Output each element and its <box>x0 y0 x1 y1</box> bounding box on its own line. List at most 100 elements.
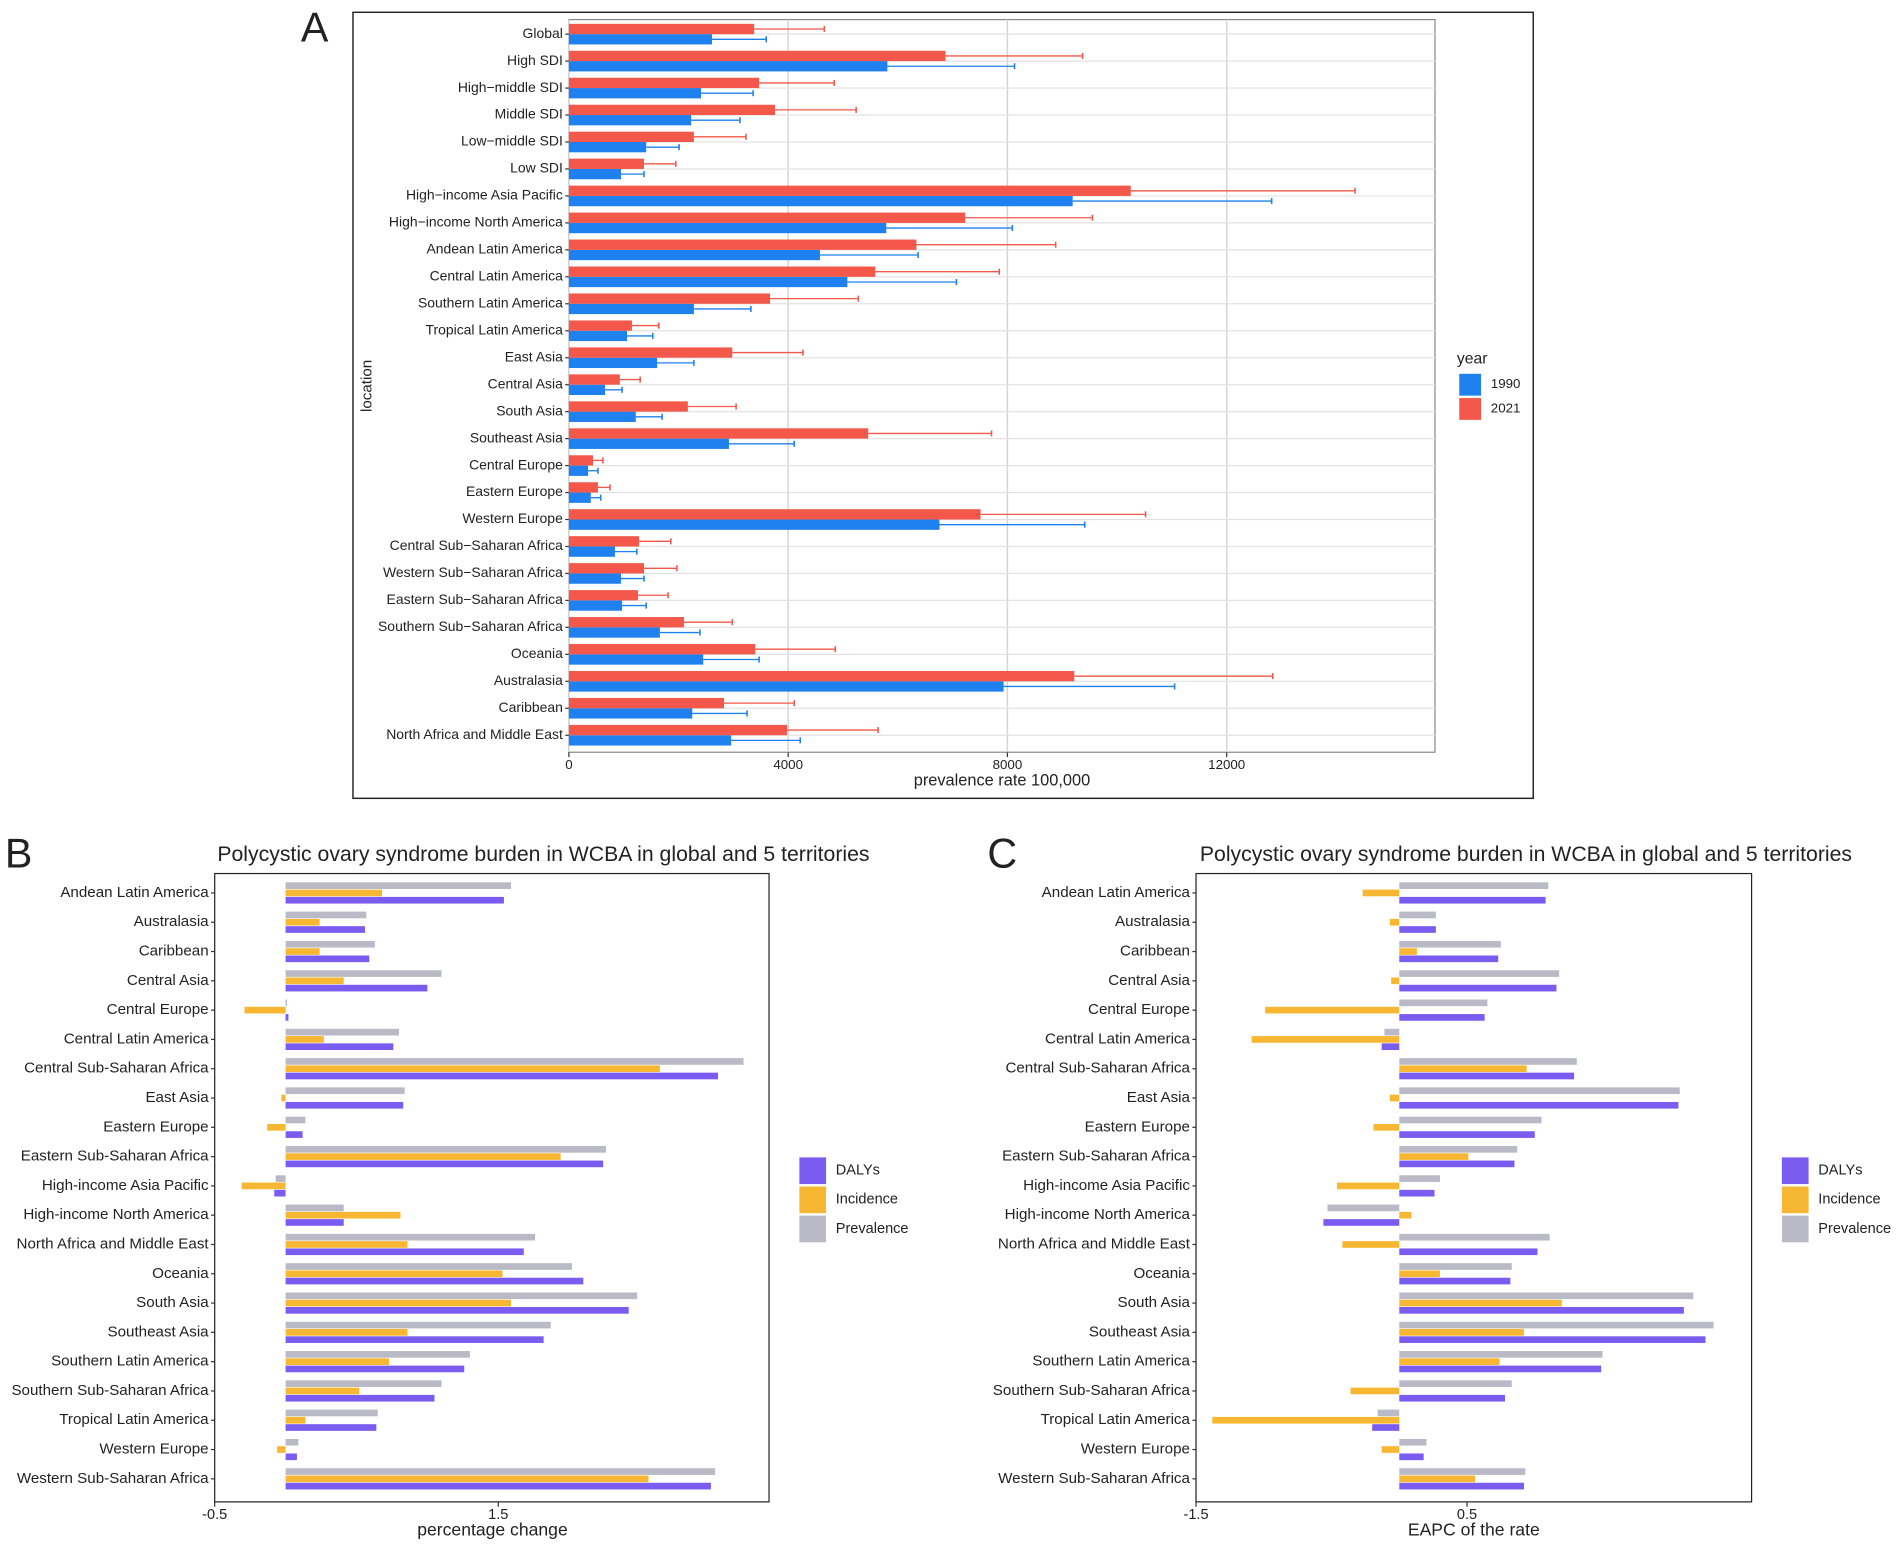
x-tick-label: -1.5 <box>1183 1507 1208 1523</box>
y-tick-label: Eastern Sub-Saharan Africa <box>1002 1148 1190 1165</box>
bar <box>1399 1365 1602 1373</box>
bar <box>568 735 732 746</box>
bar <box>285 911 367 919</box>
bar <box>285 1028 400 1036</box>
bar <box>1350 1387 1400 1395</box>
bar <box>568 600 623 611</box>
plot-area <box>214 872 770 1503</box>
bar <box>568 357 658 369</box>
y-tick-label: Tropical Latin America <box>59 1411 209 1428</box>
bar <box>285 1277 584 1285</box>
error-bar <box>684 619 734 626</box>
error-bar <box>590 494 602 501</box>
error-bar <box>687 403 737 410</box>
error-bar <box>620 171 645 178</box>
error-bar <box>703 656 760 663</box>
error-bar <box>643 565 678 572</box>
bar <box>1399 984 1557 992</box>
error-bar <box>693 305 752 312</box>
y-tick-label: Central Europe <box>107 1001 209 1018</box>
y-tick-label: Central Asia <box>1108 972 1190 989</box>
bar <box>568 482 598 493</box>
y-tick-label: Southern Latin America <box>418 294 563 310</box>
bar <box>568 168 621 180</box>
legend-swatch <box>1781 1157 1809 1185</box>
bar <box>285 1263 572 1270</box>
y-tick-label: High−middle SDI <box>458 79 563 95</box>
error-bar <box>939 521 1086 528</box>
y-tick-label: Western Europe <box>99 1441 208 1458</box>
bar <box>1384 1028 1400 1036</box>
bar <box>285 948 320 955</box>
bar <box>568 141 647 153</box>
bar <box>1327 1204 1400 1212</box>
y-tick-label: High SDI <box>507 52 563 68</box>
bar <box>1399 1336 1706 1343</box>
bar <box>1399 1277 1511 1285</box>
bar <box>568 465 589 476</box>
y-tick-label: Southern Sub−Saharan Africa <box>378 618 563 634</box>
bar <box>285 1321 551 1329</box>
legend-swatch <box>1459 373 1482 396</box>
bar <box>285 1387 360 1395</box>
bar <box>568 195 1073 207</box>
panel-letter: C <box>987 830 1017 876</box>
y-tick-label: Southern Sub-Saharan Africa <box>993 1382 1191 1399</box>
y-tick-label: Central Asia <box>127 972 209 989</box>
bar <box>568 644 756 655</box>
bar <box>568 212 966 223</box>
error-bar <box>728 440 795 447</box>
bar <box>285 1482 711 1490</box>
y-tick-label: High−income North America <box>389 214 563 230</box>
bar <box>568 509 981 520</box>
bar <box>1399 911 1436 919</box>
y-tick-label: Middle SDI <box>495 106 563 122</box>
error-bar <box>711 36 768 43</box>
chart-title: Polycystic ovary syndrome burden in WCBA… <box>1200 843 1852 866</box>
bar <box>285 1358 390 1365</box>
y-tick-label: Central Latin America <box>430 268 563 284</box>
bar <box>1399 1380 1512 1388</box>
bar <box>568 158 644 169</box>
y-axis-label: location <box>359 360 376 412</box>
bar <box>568 401 688 412</box>
error-bar <box>635 413 663 420</box>
error-bar <box>693 133 747 140</box>
bar <box>1372 1424 1400 1431</box>
bar <box>568 34 712 45</box>
bar <box>285 1204 344 1212</box>
bar <box>568 330 628 342</box>
bar <box>568 563 644 574</box>
panel-letter: B <box>5 830 33 876</box>
bar <box>1399 1453 1424 1461</box>
legend-swatch <box>1459 398 1482 420</box>
bar <box>1342 1241 1400 1248</box>
y-tick-label: Southeast Asia <box>108 1323 210 1340</box>
bar <box>285 1409 378 1417</box>
panel-a-frame <box>352 11 1534 800</box>
bar <box>568 115 692 126</box>
y-tick-label: Eastern Europe <box>1085 1118 1190 1135</box>
legend-label: 1990 <box>1491 376 1521 391</box>
bar <box>1399 1307 1684 1314</box>
y-tick-label: Eastern Europe <box>466 483 563 499</box>
y-tick-label: Global <box>523 25 563 41</box>
bar <box>1399 1321 1714 1329</box>
bar <box>1399 1116 1542 1124</box>
bar <box>568 519 940 530</box>
bar <box>1399 1482 1524 1490</box>
x-tick-label: -0.5 <box>202 1507 227 1523</box>
y-tick-label: Australasia <box>1115 913 1191 930</box>
error-bar <box>622 602 647 609</box>
bar <box>285 1468 716 1475</box>
bar <box>1399 1394 1505 1402</box>
error-bar <box>1003 683 1176 690</box>
legend-label: 2021 <box>1491 400 1521 415</box>
y-tick-label: Central Europe <box>1088 1001 1190 1018</box>
y-tick-label: Caribbean <box>139 943 209 960</box>
error-bar <box>637 592 669 599</box>
bar <box>568 411 636 422</box>
bar <box>1399 1189 1435 1197</box>
y-tick-label: Andean Latin America <box>1042 884 1191 901</box>
x-axis-label: percentage change <box>417 1520 568 1540</box>
